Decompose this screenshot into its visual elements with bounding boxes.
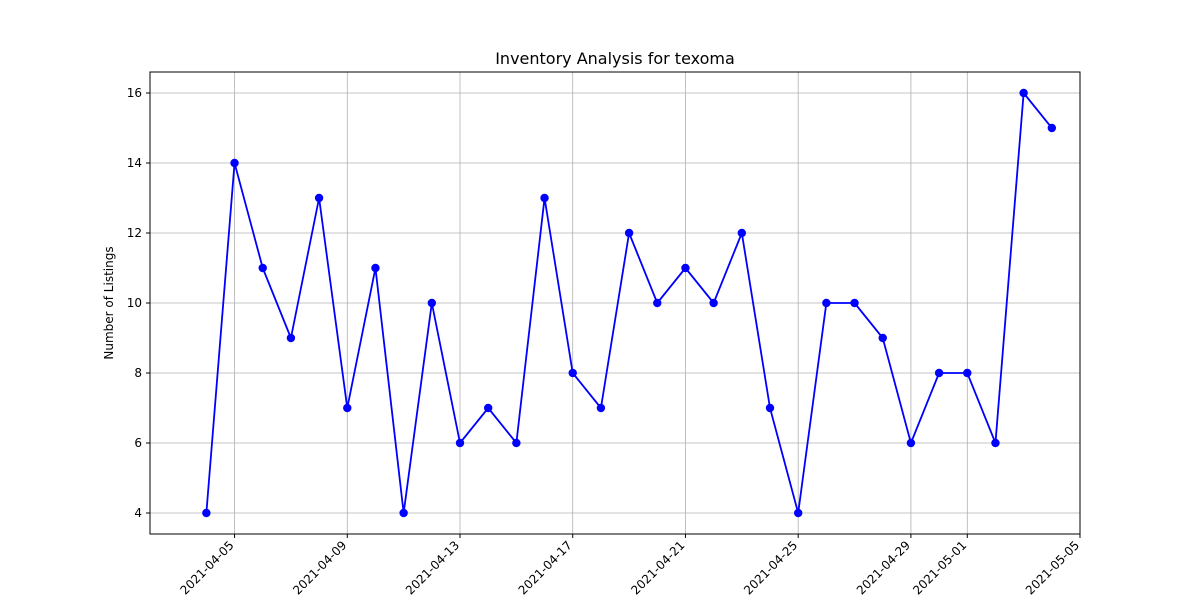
data-point bbox=[850, 298, 859, 308]
data-point bbox=[427, 298, 437, 308]
data-point bbox=[230, 158, 239, 168]
data-point bbox=[934, 368, 944, 378]
data-point bbox=[286, 333, 296, 343]
y-tick-label: 6 bbox=[134, 436, 142, 450]
data-point bbox=[906, 438, 916, 448]
data-point bbox=[991, 438, 1000, 448]
data-point bbox=[1047, 123, 1057, 133]
data-point bbox=[455, 438, 465, 448]
data-point bbox=[258, 263, 267, 273]
y-axis-ticks: 4 6 8 10 12 14 16 bbox=[127, 86, 150, 520]
data-point bbox=[765, 403, 775, 413]
data-point bbox=[343, 403, 352, 413]
data-point bbox=[540, 193, 549, 203]
data-point bbox=[483, 403, 493, 413]
data-point bbox=[596, 403, 606, 413]
y-tick-label: 16 bbox=[127, 86, 142, 100]
plot-frame bbox=[149, 71, 1081, 535]
data-point bbox=[568, 368, 577, 378]
data-point bbox=[371, 263, 380, 273]
data-point bbox=[202, 508, 211, 518]
data-point bbox=[822, 298, 831, 308]
data-point bbox=[963, 368, 972, 378]
data-point bbox=[793, 508, 803, 518]
data-point bbox=[878, 333, 887, 343]
data-point bbox=[709, 298, 718, 308]
data-point bbox=[1019, 88, 1028, 98]
data-point bbox=[653, 298, 662, 308]
y-tick-label: 14 bbox=[127, 156, 142, 170]
data-point bbox=[681, 263, 690, 273]
chart-title: Inventory Analysis for texoma bbox=[495, 49, 735, 68]
data-point bbox=[399, 508, 408, 518]
y-axis-label: Number of Listings bbox=[102, 246, 116, 359]
y-tick-label: 8 bbox=[134, 366, 142, 380]
grid-lines bbox=[150, 72, 1081, 534]
y-tick-label: 4 bbox=[134, 506, 142, 520]
y-tick-label: 12 bbox=[127, 226, 142, 240]
series-layer bbox=[202, 88, 1057, 518]
data-point bbox=[737, 228, 747, 238]
y-tick-label: 10 bbox=[127, 296, 142, 310]
data-point bbox=[512, 438, 521, 448]
data-point bbox=[314, 193, 324, 203]
data-point bbox=[624, 228, 634, 238]
